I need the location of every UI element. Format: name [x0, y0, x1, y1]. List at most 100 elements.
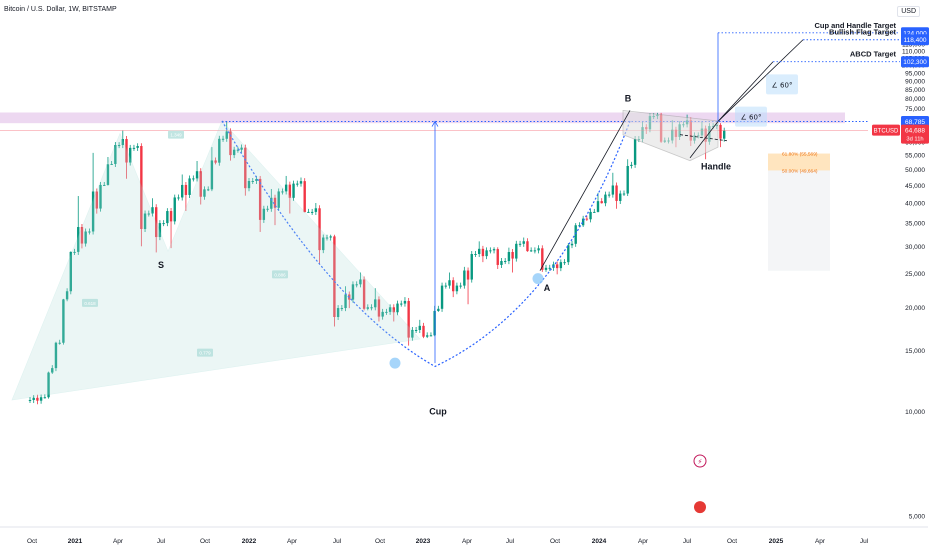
candle-body — [136, 146, 139, 148]
candle-body — [630, 164, 633, 166]
candle-body — [62, 299, 65, 343]
candle-body — [719, 124, 722, 139]
ratio-box — [197, 348, 213, 357]
abcd-projection — [717, 61, 774, 122]
candle-body — [511, 252, 514, 259]
x-tick-label: Jul — [506, 538, 515, 545]
candle-body — [47, 372, 50, 398]
target-label: Cup and Handle Target — [814, 21, 896, 30]
candle-body — [207, 189, 210, 191]
pattern-label: B — [625, 94, 632, 104]
pivot-marker — [532, 273, 544, 285]
candle-body — [99, 184, 102, 209]
candle-body — [544, 267, 548, 270]
candle-body — [388, 307, 392, 312]
flag-projection — [717, 39, 804, 122]
candle-body — [73, 251, 76, 253]
pivot-marker — [389, 357, 401, 369]
y-tick-label: 90,000 — [905, 79, 925, 86]
candle-body — [296, 183, 299, 185]
candle-body — [147, 213, 150, 215]
candle-body — [429, 335, 433, 337]
candle-body — [374, 299, 377, 308]
candle-body — [203, 189, 206, 197]
y-tick-label: 5,000 — [909, 513, 926, 520]
candle-body — [329, 236, 332, 238]
candle-body — [281, 191, 284, 193]
candle-body — [448, 280, 451, 286]
candle-body — [310, 211, 314, 213]
candle-body — [537, 248, 540, 251]
candle-body — [452, 280, 455, 292]
candle-body — [225, 131, 228, 139]
candle-body — [496, 249, 499, 265]
y-tick-label: 20,000 — [905, 305, 925, 312]
candle-body — [351, 284, 355, 300]
candle-body — [258, 178, 262, 220]
x-tick-label: Jul — [157, 538, 166, 545]
ratio-label: 0.779 — [199, 351, 211, 356]
candle-body — [489, 250, 492, 252]
candle-body — [69, 251, 72, 292]
price-tag-value: 68,785 — [905, 119, 925, 126]
angle-label: ∠ 60° — [741, 114, 762, 122]
candle-body — [121, 139, 124, 146]
candle-body — [381, 311, 384, 317]
candle-body — [284, 184, 288, 192]
fib-level-label: 50.00% (49,664) — [782, 168, 818, 174]
y-tick-label: 80,000 — [905, 96, 925, 103]
candle-body — [54, 342, 58, 369]
candle-body — [106, 164, 110, 185]
price-tag: 68,785 — [901, 115, 929, 127]
candle-body — [251, 181, 254, 183]
price-axis[interactable]: 5,000 10,000 15,000 20,000 25,000 30,000 35,00… — [872, 27, 929, 520]
candle-body — [578, 225, 581, 227]
candle-body — [229, 131, 232, 156]
x-tick-label: Apr — [638, 538, 649, 545]
x-tick-label: Oct — [550, 538, 560, 545]
candle-body — [273, 197, 277, 208]
x-tick-label: Apr — [815, 538, 826, 545]
candle-body — [585, 218, 589, 220]
x-tick-label: 2021 — [68, 538, 83, 545]
x-tick-label: Oct — [375, 538, 385, 545]
candle-body — [39, 397, 43, 401]
candle-body — [459, 285, 462, 287]
candle-body — [95, 191, 98, 209]
ratio-label: 0.886 — [274, 272, 286, 277]
candle-body — [88, 231, 91, 233]
candle-body — [481, 248, 485, 257]
candle-body — [333, 236, 336, 318]
currency-button[interactable]: USD — [897, 6, 920, 17]
candle-body — [403, 300, 407, 304]
candle-body — [470, 254, 473, 280]
candle-body — [362, 279, 366, 309]
candle-body — [377, 299, 381, 317]
candle-body — [589, 211, 592, 220]
candle-body — [322, 237, 325, 251]
price-tag: 102,300 — [901, 56, 929, 68]
candle-body — [622, 193, 626, 195]
candle-body — [414, 329, 418, 331]
harmonic-pattern — [11, 120, 421, 401]
candle-body — [143, 213, 147, 230]
price-tag-bg — [901, 115, 929, 127]
x-tick-label: 2022 — [242, 538, 257, 545]
candle-body — [232, 149, 236, 156]
fib-level-label: 61.80% (55,569) — [782, 152, 818, 158]
price-tag: 118,400 — [901, 34, 929, 46]
time-axis[interactable]: Oct 2021 Apr Jul Oct 2022 Apr Jul Oct 2023 Apr Jul O… — [27, 538, 869, 545]
candle-body — [504, 261, 507, 263]
candle-body — [555, 264, 559, 269]
candle-body — [478, 248, 481, 255]
x-tick-label: Jul — [860, 538, 869, 545]
candle-body — [604, 194, 607, 204]
y-tick-label: 25,000 — [905, 271, 925, 278]
candle-body — [125, 139, 128, 163]
candle-body — [400, 303, 403, 305]
candle-body — [370, 307, 373, 309]
candle-body — [218, 138, 221, 163]
cup-depth-arrow — [431, 120, 439, 127]
y-tick-label: 95,000 — [905, 70, 925, 77]
